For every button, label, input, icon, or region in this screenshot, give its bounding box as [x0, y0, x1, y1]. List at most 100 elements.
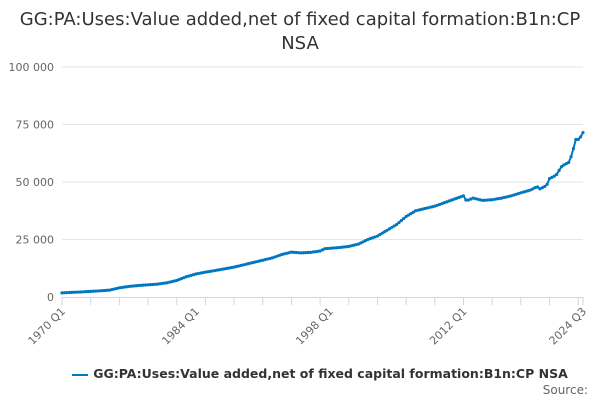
- data-point: [234, 264, 239, 269]
- data-point: [222, 267, 227, 271]
- data-point: [148, 283, 153, 287]
- data-point: [237, 264, 241, 268]
- data-point: [163, 281, 167, 285]
- data-point: [151, 282, 155, 287]
- data-point: [495, 197, 499, 201]
- data-point: [206, 270, 210, 274]
- data-point: [96, 289, 100, 293]
- data-point: [86, 289, 90, 294]
- data-point: [282, 252, 286, 256]
- data-point: [576, 137, 580, 142]
- data-point: [354, 243, 358, 247]
- data-point: [394, 222, 399, 227]
- data-point: [375, 234, 380, 238]
- data-point: [89, 289, 93, 293]
- data-point: [158, 282, 162, 286]
- data-point: [292, 250, 296, 254]
- data-point: [263, 258, 267, 262]
- data-point: [383, 230, 387, 234]
- legend-swatch-icon: [72, 373, 89, 376]
- data-point: [203, 270, 207, 274]
- data-point: [136, 283, 141, 288]
- data-point: [387, 227, 392, 231]
- data-point: [552, 174, 556, 178]
- data-point: [359, 241, 363, 245]
- data-point: [328, 246, 332, 250]
- data-point: [98, 289, 102, 293]
- legend-item[interactable]: GG:PA:Uses:Value added,net of fixed capi…: [0, 366, 600, 381]
- data-point: [351, 243, 356, 247]
- data-point: [256, 259, 260, 263]
- data-point: [340, 245, 344, 249]
- data-point: [342, 245, 346, 249]
- data-point: [313, 250, 317, 254]
- data-point: [268, 256, 272, 261]
- data-point: [426, 206, 430, 210]
- data-point: [246, 262, 251, 266]
- y-tick-label: 0: [47, 291, 54, 304]
- data-point: [285, 251, 289, 255]
- data-point: [225, 266, 229, 270]
- data-point: [409, 212, 413, 216]
- data-point: [471, 196, 475, 200]
- data-point: [210, 269, 215, 273]
- data-point: [402, 216, 406, 221]
- data-point: [535, 185, 540, 189]
- data-point: [67, 290, 71, 295]
- data-point: [569, 155, 573, 159]
- data-point: [406, 213, 411, 217]
- legend-label: GG:PA:Uses:Value added,net of fixed capi…: [93, 366, 568, 381]
- data-point: [418, 208, 423, 212]
- data-point: [466, 198, 470, 202]
- source-label: Source:: [542, 383, 588, 397]
- data-point: [227, 266, 231, 270]
- data-point: [557, 168, 561, 173]
- data-point: [492, 197, 497, 201]
- data-point: [105, 288, 110, 292]
- data-point: [325, 246, 329, 251]
- data-point: [167, 280, 172, 284]
- data-point: [507, 194, 511, 198]
- data-point: [547, 176, 552, 181]
- data-point: [545, 182, 549, 186]
- data-point: [483, 198, 487, 202]
- data-point: [258, 259, 262, 263]
- data-point: [323, 247, 327, 251]
- data-point: [297, 251, 301, 255]
- data-point: [337, 245, 341, 250]
- data-point: [540, 186, 544, 190]
- data-point: [571, 147, 576, 151]
- data-point: [502, 195, 506, 200]
- data-point: [251, 260, 255, 265]
- data-point: [170, 279, 174, 284]
- data-point: [134, 284, 138, 288]
- data-point: [500, 196, 504, 200]
- data-point: [77, 290, 81, 294]
- data-point: [144, 283, 148, 287]
- data-point: [416, 208, 420, 212]
- data-point: [62, 291, 66, 295]
- data-point: [103, 288, 107, 293]
- data-point: [120, 285, 124, 290]
- data-point: [404, 214, 408, 219]
- data-point: [289, 250, 294, 254]
- data-point: [69, 290, 74, 294]
- data-point: [60, 291, 64, 295]
- data-point: [108, 288, 112, 292]
- data-point: [110, 287, 114, 292]
- data-point: [249, 261, 253, 265]
- data-point: [423, 206, 427, 211]
- data-point: [84, 290, 88, 294]
- data-point: [378, 233, 382, 237]
- data-point: [265, 257, 270, 261]
- data-point: [497, 196, 501, 201]
- x-tick-label: 1970 Q1: [26, 305, 69, 348]
- data-point: [280, 252, 284, 257]
- data-point: [481, 198, 485, 202]
- data-point: [579, 135, 583, 139]
- data-point: [199, 271, 203, 275]
- data-point: [232, 265, 236, 269]
- data-point: [430, 205, 435, 209]
- data-point: [550, 175, 554, 179]
- y-tick-label: 100 000: [9, 61, 55, 74]
